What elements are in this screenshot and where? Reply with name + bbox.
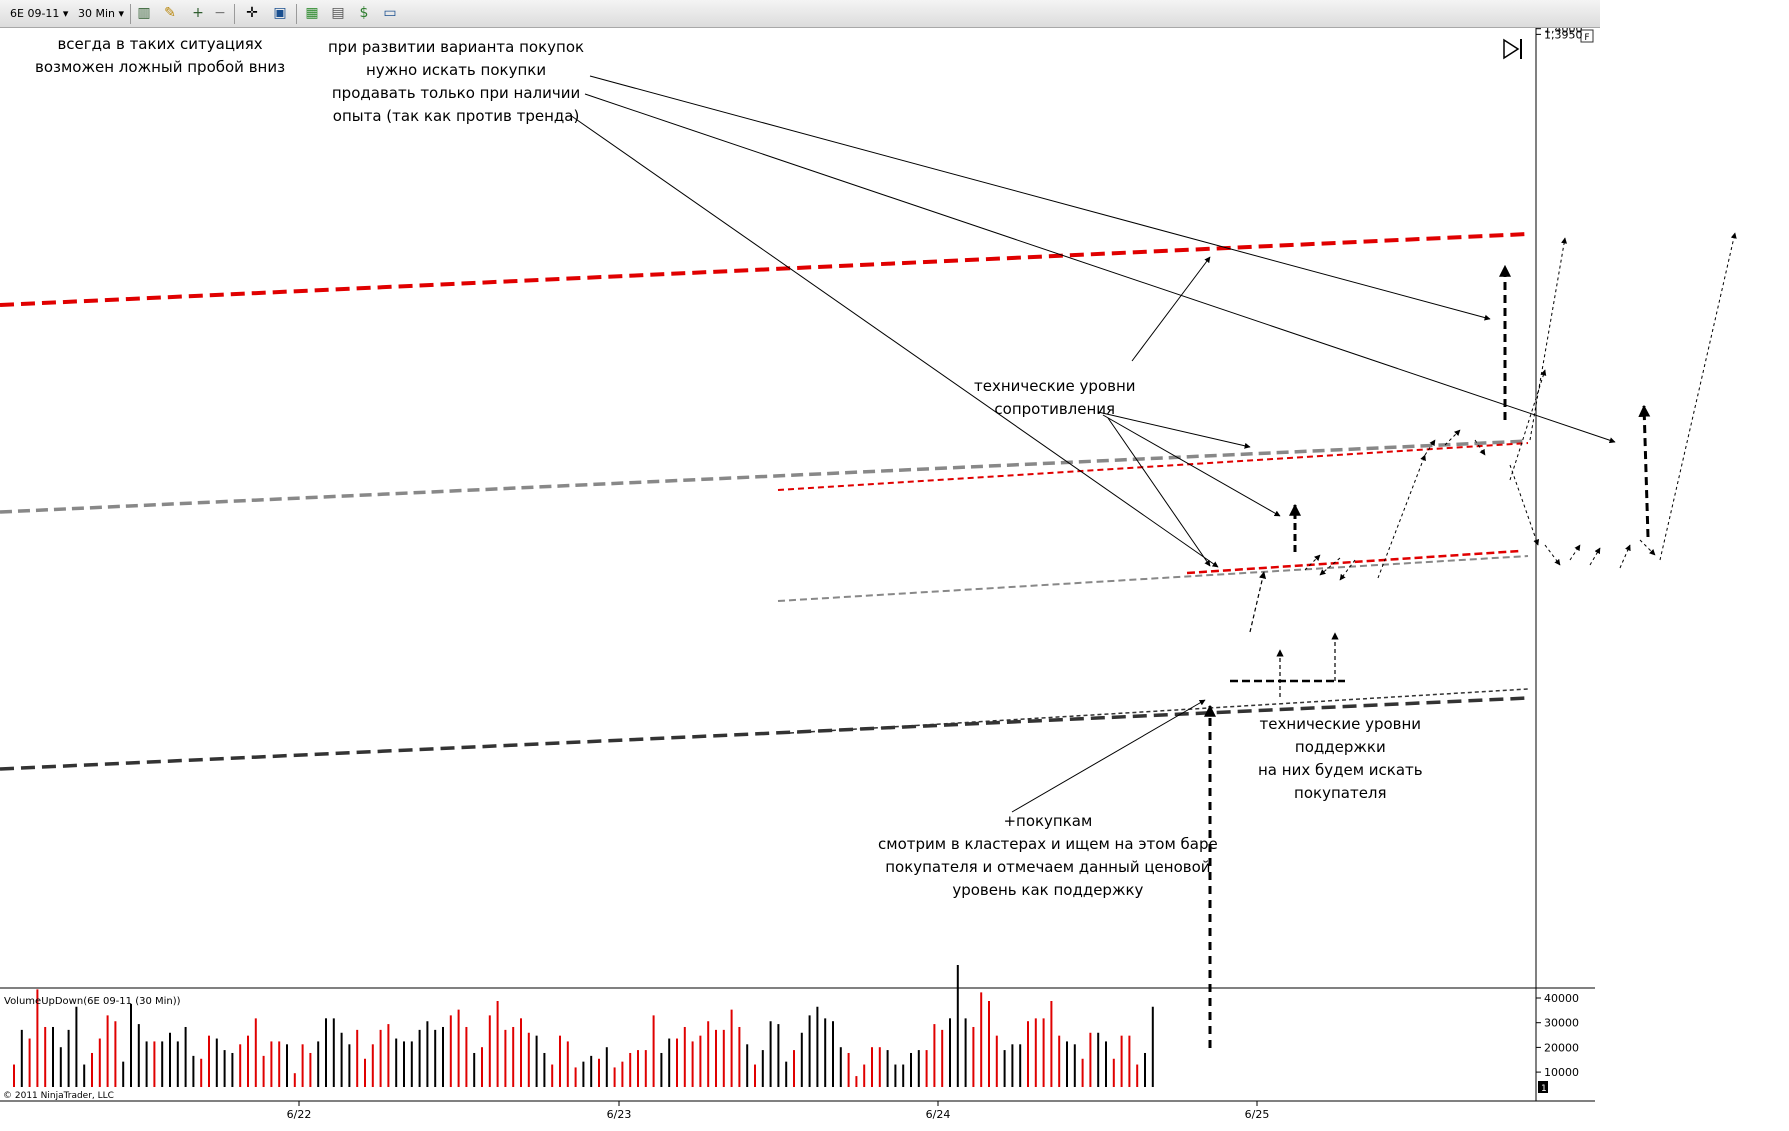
scenario-arrow: [1638, 404, 1651, 538]
level-lines: [0, 232, 1529, 771]
pointer-arrow: [1131, 256, 1211, 362]
bar-type-icon[interactable]: ▥: [137, 5, 151, 21]
major-resistance-line: [0, 232, 1529, 307]
major-support-line: [0, 696, 1529, 771]
scenario-arrow: [1424, 439, 1436, 456]
volume-label: 10000: [1544, 1066, 1579, 1079]
data-box-icon[interactable]: ▣: [273, 5, 287, 21]
annotation-arrows: [569, 75, 1737, 1048]
pointer-arrow: [1011, 699, 1206, 813]
pointer-arrow: [1097, 411, 1251, 449]
time-label: 6/24: [926, 1108, 951, 1121]
instrument-label: 6E 09-11: [10, 7, 60, 20]
toolbar-divider: [130, 4, 131, 24]
scroll-end-icon: [1503, 38, 1520, 60]
local-resistance-line: [777, 442, 1529, 491]
pointer-arrow: [1107, 417, 1211, 567]
volume-flag-label: 1: [1541, 1084, 1547, 1094]
axes: 1,45501,45001,44501,44001,43501,43001,42…: [287, 28, 1583, 1121]
toolbar-divider: [296, 4, 297, 24]
near-resistance-gray-line: [777, 555, 1529, 602]
panel-maximize-glyph: F: [1584, 33, 1589, 43]
interval-label: 30 Min: [78, 7, 116, 20]
scenario-arrow: [1377, 454, 1426, 579]
chart-frame: F: [0, 28, 1595, 1102]
annotation-false-break: всегда в таких ситуациях возможен ложный…: [35, 35, 286, 76]
pointer-arrow: [584, 93, 1616, 444]
scenario-arrow: [1569, 544, 1581, 561]
price-label: 1,4050: [1544, 28, 1583, 30]
drawing-pencil-icon[interactable]: ✎: [164, 5, 176, 21]
annotation-buy-scenario: при развитии варианта покупок нужно иска…: [328, 38, 585, 125]
scenario-arrow: [1544, 544, 1561, 566]
annotation-buyers: +покупкам смотрим в кластерах и ищем на …: [878, 812, 1218, 899]
scenario-arrow: [1249, 571, 1267, 633]
time-label: 6/23: [607, 1108, 632, 1121]
zoom-out-icon[interactable]: −: [214, 5, 226, 21]
thin-support-line: [789, 688, 1529, 734]
annotation-support: технические уровни поддержки на них буде…: [1258, 715, 1423, 802]
copyright-label: © 2011 NinjaTrader, LLC: [3, 1091, 114, 1101]
scenario-arrow: [1639, 539, 1656, 556]
dollar-icon[interactable]: $: [359, 5, 369, 21]
scenario-arrow: [1339, 559, 1356, 581]
pointer-arrow: [589, 75, 1491, 321]
chart-trader-icon[interactable]: ▦: [305, 5, 319, 21]
window-icon[interactable]: ▭: [383, 5, 397, 21]
zoom-in-icon[interactable]: +: [192, 5, 204, 21]
near-resistance-line: [1186, 549, 1521, 575]
panel-maximize-icon: [1580, 29, 1594, 43]
scenario-arrow: [1509, 464, 1540, 546]
scenario-arrow: [1589, 547, 1601, 566]
price-label: 1,4000: [1544, 28, 1583, 36]
chart-toolbar: 6E 09-11 ▾ 30 Min ▾ ▥ ✎ + − ✛ ▣ ▦ ▤ $ ▭: [0, 0, 1600, 28]
time-label: 6/25: [1245, 1108, 1270, 1121]
instrument-selector[interactable]: 6E 09-11 ▾: [10, 7, 69, 20]
annotation-resistance: технические уровни сопротивления: [974, 377, 1136, 418]
scenario-arrow: [1529, 237, 1568, 441]
volume-label: 30000: [1544, 1017, 1579, 1030]
scenario-arrow: [1619, 544, 1631, 569]
properties-icon[interactable]: ▤: [331, 5, 345, 21]
interval-selector[interactable]: 30 Min ▾: [78, 7, 125, 20]
price-label: 1,3950: [1544, 28, 1583, 41]
volume-label: 20000: [1544, 1041, 1579, 1054]
time-label: 6/22: [287, 1108, 312, 1121]
mid-channel-line: [0, 439, 1529, 514]
toolbar-divider: [234, 4, 235, 24]
scenario-arrow: [1319, 557, 1341, 576]
price-chart[interactable]: F VolumeUpDown(6E 09-11 (30 Min)) © 2011 …: [0, 28, 1789, 1131]
volume-bars: VolumeUpDown(6E 09-11 (30 Min)) © 2011 Ni…: [3, 965, 1154, 1101]
scenario-arrow: [1659, 232, 1737, 561]
volume-panel-title: VolumeUpDown(6E 09-11 (30 Min)): [4, 996, 181, 1007]
crosshair-icon[interactable]: ✛: [246, 5, 258, 21]
pointer-arrow: [1102, 414, 1281, 517]
pointer-arrow: [569, 114, 1219, 568]
scenario-arrow: [1509, 369, 1547, 481]
volume-label: 40000: [1544, 992, 1579, 1005]
volume-flag: [1538, 1081, 1548, 1093]
